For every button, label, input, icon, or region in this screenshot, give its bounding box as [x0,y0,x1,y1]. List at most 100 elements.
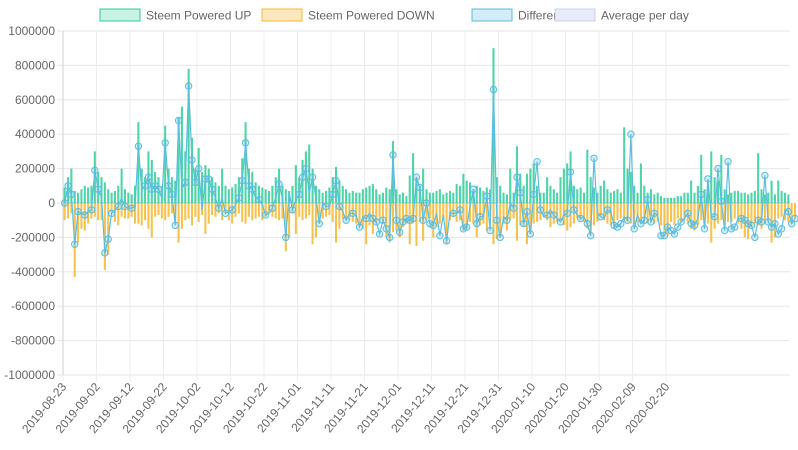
y-tick-label: 200000 [15,162,55,176]
bar-up [666,197,669,203]
bar-up [298,177,301,203]
difference-point [235,194,243,202]
difference-point [121,202,129,211]
difference-point [349,209,357,218]
bar-down [619,203,622,219]
bar-down [733,203,736,219]
bar-up [639,163,642,203]
difference-point [288,206,297,214]
bar-down [569,203,572,228]
bar-down [378,203,381,221]
bar-down [737,203,740,224]
bar-down [402,203,405,228]
bar-down [251,203,254,221]
bar-up [103,182,106,203]
bar-up [556,192,559,203]
bar-down [693,203,696,231]
bar-up [465,180,468,203]
bar-down [244,203,247,224]
bar-up [670,197,673,203]
bar-down [589,203,592,233]
bar-up [596,192,599,203]
difference-point [436,231,444,240]
difference-point [647,218,655,226]
bar-down [154,203,157,217]
bar-down [123,203,127,219]
difference-point [71,240,79,248]
difference-point [429,221,437,230]
bar-up [733,190,736,203]
bar-up [345,189,348,203]
bar-up [716,180,720,203]
bar-down [418,203,421,222]
bar-down [345,203,348,217]
bar-down [107,203,110,255]
bar-down [673,203,676,226]
bar-up [405,196,408,203]
bar-down [147,203,150,229]
difference-point [747,221,756,230]
bar-down [793,203,797,219]
difference-point [141,182,149,190]
bar-down [599,203,602,217]
bar-up [747,194,750,203]
bar-up [773,194,776,203]
bar-down [763,203,766,224]
bar-down [502,203,505,224]
bar-down [87,203,90,224]
bar-down [365,203,368,245]
difference-point [791,214,798,223]
bar-down [629,203,632,224]
bar-down [730,203,733,222]
difference-point [248,185,256,193]
bar-up [422,168,425,203]
difference-point [416,183,424,192]
bar-up [767,192,770,203]
difference-point [513,173,521,181]
bars [63,48,797,277]
bar-down [140,203,143,226]
difference-point [221,209,230,218]
bar-up [127,192,130,203]
bar-down [204,203,207,234]
bar-down [144,203,147,221]
bar-up [710,151,713,203]
difference-point [503,216,511,224]
bar-up [318,189,321,203]
bar-up [737,190,740,203]
bar-up [301,160,304,203]
legend-label-1: Steem Powered DOWN [308,9,435,23]
bar-down [351,203,354,222]
difference-point [700,225,709,233]
bar-up [348,192,351,203]
bar-down [485,203,488,231]
bar-up [619,192,622,203]
bar-down [335,203,338,243]
bar-up [579,187,582,203]
bar-down [103,203,106,271]
bar-down [133,203,137,224]
bar-up [576,189,579,203]
bar-up [268,190,271,203]
bar-up [365,187,368,203]
difference-point [144,173,153,181]
difference-point [127,204,136,212]
lines [60,82,798,257]
bar-up [592,187,596,203]
difference-point [342,216,350,224]
bar-up [770,180,773,203]
bar-down [442,203,445,219]
difference-point [161,139,169,147]
difference-point [64,182,72,190]
bar-up [391,141,395,203]
y-tick-label: 1000000 [8,24,55,38]
bar-down [90,203,93,219]
difference-point [395,228,404,236]
bar-down [375,203,378,224]
y-tick-label: 800000 [15,58,55,72]
bar-up [616,189,619,203]
bar-up [472,189,475,203]
y-axis: 1000000 800000 600000 400000 200000 0 -200000 -… [4,24,55,382]
bar-up [519,173,522,203]
bar-up [63,187,66,203]
